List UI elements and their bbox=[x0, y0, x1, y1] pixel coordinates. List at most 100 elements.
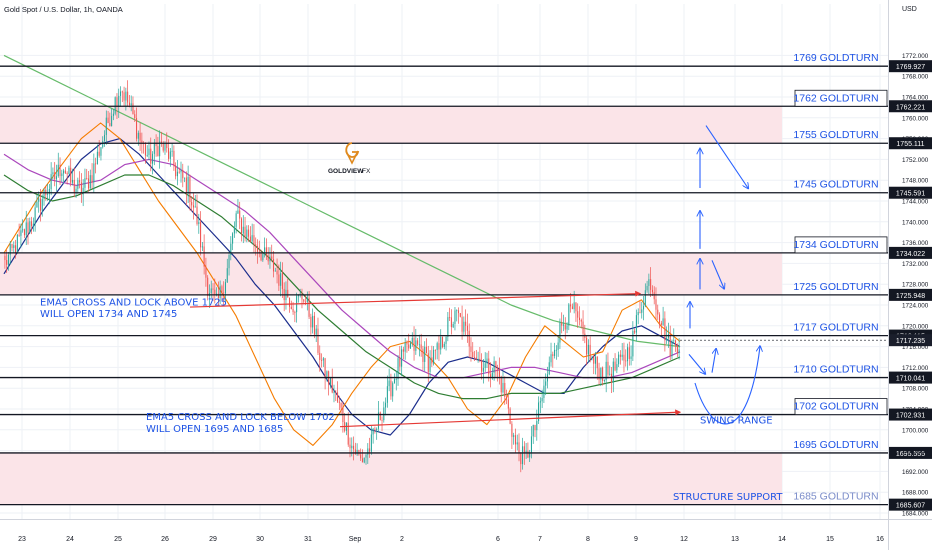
candle bbox=[584, 324, 586, 344]
candle bbox=[449, 307, 451, 321]
candle-body bbox=[116, 97, 118, 107]
candle-body bbox=[530, 436, 532, 453]
candle bbox=[465, 309, 467, 336]
candle bbox=[230, 236, 232, 261]
candle bbox=[612, 358, 614, 393]
candle-body bbox=[221, 286, 223, 293]
candle bbox=[605, 354, 607, 393]
candle bbox=[157, 136, 159, 157]
candle bbox=[459, 312, 461, 318]
candle bbox=[648, 273, 650, 295]
candle-body bbox=[194, 206, 196, 208]
candle-body bbox=[312, 315, 314, 328]
zone bbox=[0, 106, 782, 144]
candle bbox=[413, 326, 415, 361]
candle-body bbox=[500, 376, 502, 393]
candle bbox=[379, 411, 381, 421]
candle-body bbox=[641, 309, 643, 313]
candle bbox=[664, 311, 666, 352]
candle-body bbox=[11, 243, 13, 248]
level: 1710 GOLDTURN 1710.041 bbox=[0, 364, 932, 384]
candle bbox=[294, 310, 296, 323]
candle-body bbox=[660, 322, 662, 325]
candle-body bbox=[50, 174, 52, 190]
candle-body bbox=[304, 301, 307, 303]
candle bbox=[135, 107, 138, 142]
level-price-tag bbox=[889, 246, 932, 259]
candle bbox=[490, 362, 492, 388]
candle bbox=[404, 338, 406, 360]
candle bbox=[587, 339, 589, 363]
candle bbox=[392, 381, 394, 402]
current-price-tag bbox=[889, 334, 932, 347]
candle bbox=[242, 215, 244, 244]
candle-body bbox=[80, 182, 82, 195]
candle bbox=[594, 351, 597, 375]
candle-body bbox=[278, 274, 280, 286]
candle bbox=[388, 368, 390, 392]
candle-body bbox=[534, 424, 536, 431]
candle-body bbox=[386, 386, 388, 403]
price-axis[interactable]: 1772.000 1768.000 1764.000 1760.000 1756.000… bbox=[888, 0, 929, 550]
candle-body bbox=[445, 336, 447, 344]
candle bbox=[146, 145, 148, 158]
candle bbox=[376, 427, 378, 440]
candle bbox=[269, 247, 271, 269]
candle bbox=[509, 407, 511, 425]
candle-body bbox=[351, 445, 353, 449]
candle-body bbox=[557, 342, 559, 350]
candle-body bbox=[335, 392, 337, 393]
candle-body bbox=[664, 318, 666, 341]
candle-body bbox=[356, 449, 358, 455]
price-tick-label: 1752.000 bbox=[902, 157, 929, 164]
price-tick-label: 1764.000 bbox=[902, 95, 929, 102]
candle-body bbox=[642, 306, 645, 310]
candle bbox=[128, 95, 130, 108]
candle-body bbox=[653, 292, 655, 300]
candle-body bbox=[160, 141, 162, 144]
candle-body bbox=[338, 401, 340, 403]
candle-body bbox=[239, 210, 241, 219]
ema-purple bbox=[3, 153, 681, 379]
candle bbox=[107, 110, 109, 124]
time-tick-label: 12 bbox=[680, 536, 688, 543]
candle-body bbox=[607, 361, 609, 375]
candle-body bbox=[297, 295, 299, 297]
candle bbox=[447, 312, 449, 342]
candle bbox=[308, 290, 310, 320]
level-price-tag-text: 1685.607 bbox=[896, 503, 925, 510]
candle-body bbox=[66, 173, 68, 175]
candle bbox=[87, 171, 90, 192]
candle bbox=[228, 251, 230, 276]
candle-body bbox=[264, 247, 266, 254]
candle-body bbox=[75, 188, 77, 193]
candle-body bbox=[102, 141, 104, 148]
candle-body bbox=[520, 452, 522, 465]
candle-body bbox=[457, 310, 460, 314]
candle-body bbox=[137, 132, 139, 139]
candle-body bbox=[111, 115, 113, 127]
annotation-text: EMA5 CROSS AND LOCK BELOW 1702 bbox=[146, 412, 335, 423]
zones bbox=[0, 106, 782, 505]
candle bbox=[176, 160, 178, 186]
candle-body bbox=[390, 380, 392, 397]
candle bbox=[593, 354, 595, 375]
candle bbox=[324, 357, 326, 390]
candle bbox=[470, 337, 472, 362]
candle-body bbox=[340, 402, 342, 408]
candle bbox=[80, 173, 82, 203]
candle-body bbox=[32, 223, 34, 226]
candle-body bbox=[587, 344, 589, 355]
candle bbox=[650, 267, 652, 298]
candle bbox=[180, 161, 182, 183]
candle bbox=[406, 340, 408, 353]
candle bbox=[13, 241, 15, 253]
candle-body bbox=[429, 357, 431, 372]
candle bbox=[415, 328, 417, 355]
time-axis[interactable]: 23 24 25 26 29 30 31 Sep 2 6 7 8 9 12 13 14 15 16 bbox=[0, 519, 932, 544]
candle bbox=[484, 352, 486, 372]
candle bbox=[296, 292, 298, 323]
candle-body bbox=[504, 382, 506, 397]
candle bbox=[609, 365, 611, 376]
